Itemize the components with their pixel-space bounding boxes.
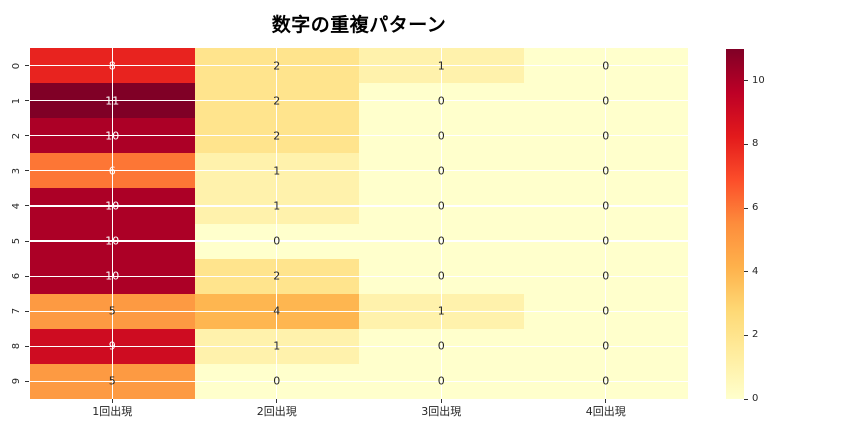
cell-value: 1 [273, 199, 281, 213]
y-tick-mark [25, 345, 29, 347]
x-tick-mark [440, 399, 442, 403]
cell-value: 0 [273, 374, 281, 388]
cell-value: 1 [273, 164, 281, 178]
cell-value: 0 [437, 374, 445, 388]
cell-value: 0 [273, 234, 281, 248]
gridline-horizontal [30, 380, 688, 383]
colorbar-tick-label: 2 [752, 329, 759, 341]
gridline-vertical [605, 48, 607, 399]
x-tick-mark [605, 399, 607, 403]
cell-value: 0 [602, 304, 610, 318]
gridline-vertical [111, 48, 113, 399]
cell-value: 2 [273, 59, 281, 73]
gridline-horizontal [30, 100, 688, 102]
y-tick-mark [25, 135, 29, 137]
cell-value: 0 [602, 234, 610, 248]
y-tick-label: 6 [11, 272, 22, 280]
cell-value: 0 [437, 94, 445, 108]
gridline-horizontal [30, 275, 688, 277]
cell-value: 4 [273, 304, 281, 318]
y-tick-label: 5 [11, 237, 22, 245]
colorbar-tick-label: 8 [752, 138, 759, 150]
x-tick-label: 2回出現 [256, 405, 297, 418]
x-tick-label: 1回出現 [92, 405, 133, 418]
gridline-horizontal [30, 64, 688, 67]
gridline-horizontal [30, 135, 688, 137]
gridline-horizontal [30, 240, 688, 242]
cell-value: 0 [437, 269, 445, 283]
cell-value: 6 [108, 164, 116, 178]
cell-value: 0 [602, 94, 610, 108]
y-tick-mark [25, 205, 29, 207]
colorbar-tick-mark [744, 207, 748, 209]
y-tick-label: 7 [11, 308, 22, 315]
colorbar-tick-label: 0 [752, 393, 759, 404]
cell-value: 0 [437, 164, 445, 178]
cell-value: 10 [105, 199, 120, 213]
cell-value: 10 [105, 269, 120, 283]
colorbar-tick-label: 6 [752, 202, 759, 214]
cell-value: 5 [108, 304, 116, 318]
y-tick-label: 2 [11, 132, 22, 139]
cell-value: 2 [273, 129, 281, 143]
cell-value: 0 [437, 199, 445, 213]
y-tick-mark [25, 275, 29, 277]
gridline-horizontal [30, 310, 688, 312]
colorbar-tick-mark [744, 271, 748, 273]
cell-value: 10 [105, 129, 120, 143]
cell-value: 5 [108, 374, 116, 388]
cell-value: 0 [602, 339, 610, 353]
y-tick-mark [25, 380, 29, 382]
cell-value: 9 [108, 339, 116, 353]
cell-value: 2 [273, 94, 281, 108]
cell-value: 0 [602, 269, 610, 283]
gridline-horizontal [30, 170, 688, 172]
y-tick-label: 9 [11, 378, 22, 385]
heatmap-plot-area: 8 2 1 0 11 2 0 0 10 2 0 0 6 1 0 0 10 1 0 0 10 0 0 0 10 2 0 0 5 4 1 0 9 1 0… [30, 48, 688, 399]
y-tick-mark [25, 310, 29, 312]
x-tick-mark [111, 399, 113, 403]
cell-value: 0 [602, 129, 610, 143]
cell-value: 0 [602, 164, 610, 178]
y-tick-label: 3 [11, 167, 22, 175]
cell-value: 1 [437, 304, 445, 318]
cell-value: 0 [437, 129, 445, 143]
cell-value: 0 [437, 339, 445, 353]
y-tick-label: 8 [11, 343, 22, 350]
colorbar-tick-mark [744, 80, 748, 82]
cell-value: 8 [108, 59, 116, 73]
gridline-vertical [276, 48, 278, 399]
colorbar-tick-label: 10 [752, 74, 765, 86]
cell-value: 0 [602, 59, 610, 73]
x-tick-label: 3回出現 [421, 405, 462, 418]
colorbar-tick-mark [744, 398, 748, 400]
y-tick-mark [25, 65, 29, 67]
cell-value: 0 [602, 374, 610, 388]
gridline-horizontal [30, 345, 688, 347]
gridline-horizontal [30, 205, 688, 207]
x-tick-label: 4回出現 [585, 405, 626, 418]
cell-value: 2 [273, 269, 281, 283]
cell-value: 1 [437, 59, 445, 73]
colorbar-tick-mark [744, 334, 748, 336]
x-tick-mark [276, 399, 278, 403]
cell-value: 1 [273, 339, 281, 353]
colorbar [726, 49, 744, 399]
gridline-vertical [440, 48, 442, 399]
y-tick-mark [25, 100, 29, 102]
cell-value: 11 [105, 94, 120, 108]
cell-value: 0 [437, 234, 445, 248]
y-tick-label: 1 [11, 97, 22, 104]
colorbar-tick-label: 4 [752, 265, 759, 277]
cell-value: 10 [105, 234, 120, 248]
cell-value: 0 [602, 199, 610, 213]
y-tick-label: 4 [11, 202, 22, 210]
chart-title: 数字の重複パターン [271, 14, 447, 36]
colorbar-tick-mark [744, 143, 748, 145]
y-tick-label: 0 [11, 62, 22, 69]
y-tick-mark [25, 170, 29, 172]
y-tick-mark [25, 240, 29, 242]
